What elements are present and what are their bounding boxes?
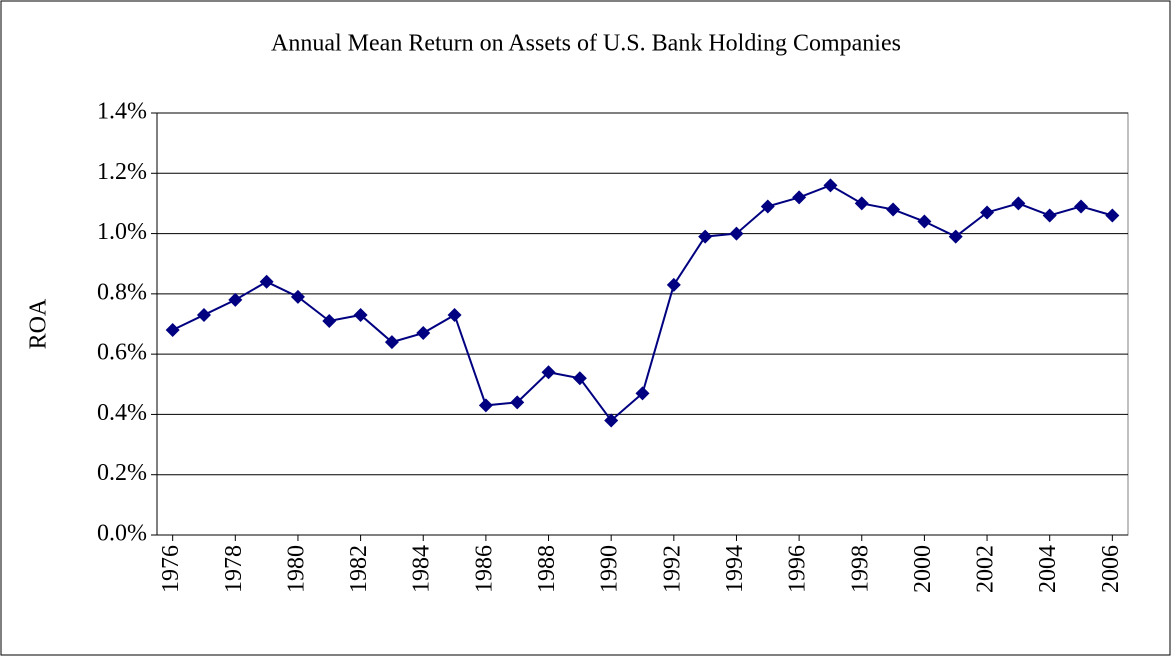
data-point — [1074, 199, 1089, 214]
x-tick-label: 1976 — [158, 545, 184, 593]
data-point — [259, 274, 274, 289]
data-point — [510, 395, 525, 410]
data-point — [478, 398, 493, 413]
x-tick-label: 2000 — [910, 545, 936, 593]
x-tick-label: 2006 — [1098, 545, 1124, 593]
data-point — [666, 277, 681, 292]
data-point — [823, 178, 838, 193]
data-point — [980, 205, 995, 220]
x-tick-label: 1984 — [409, 545, 435, 593]
x-tick-label: 1992 — [659, 545, 685, 593]
x-tick-label: 2002 — [973, 545, 999, 593]
data-point — [353, 307, 368, 322]
x-tick-label: 1990 — [597, 545, 623, 593]
data-point — [792, 190, 807, 205]
data-point — [886, 202, 901, 217]
y-tick-label: 0.4% — [97, 400, 147, 426]
data-point — [948, 229, 963, 244]
data-point — [165, 323, 180, 338]
data-point — [1011, 196, 1026, 211]
data-point — [447, 307, 462, 322]
data-point — [228, 292, 243, 307]
chart-title: Annual Mean Return on Assets of U.S. Ban… — [271, 31, 901, 57]
data-point — [322, 313, 337, 328]
plot-area — [156, 112, 1129, 536]
data-point — [541, 365, 556, 380]
data-point — [384, 335, 399, 350]
data-point — [917, 214, 932, 229]
y-tick-label: 1.4% — [97, 99, 147, 125]
y-tick-label: 1.2% — [97, 159, 147, 185]
x-tick-label: 2004 — [1035, 545, 1061, 593]
y-tick-label: 0.2% — [97, 460, 147, 486]
x-tick-label: 1996 — [785, 545, 811, 593]
data-point — [854, 196, 869, 211]
y-tick-label: 0.6% — [97, 340, 147, 366]
data-point — [729, 226, 744, 241]
data-point — [290, 289, 305, 304]
y-tick-label: 0.0% — [97, 521, 147, 547]
data-point — [604, 413, 619, 428]
data-point — [760, 199, 775, 214]
x-tick-label: 1986 — [471, 545, 497, 593]
data-point — [698, 229, 713, 244]
x-tick-label: 1998 — [847, 545, 873, 593]
data-point — [416, 326, 431, 341]
y-tick-label: 0.8% — [97, 279, 147, 305]
x-tick-label: 1982 — [346, 545, 372, 593]
data-point — [1042, 208, 1057, 223]
y-axis-label: ROA — [26, 298, 52, 349]
x-tick-label: 1994 — [722, 545, 748, 593]
x-tick-label: 1988 — [534, 545, 560, 593]
y-tick-label: 1.0% — [97, 219, 147, 245]
data-point — [1105, 208, 1120, 223]
data-point — [196, 307, 211, 322]
x-tick-label: 1978 — [221, 545, 247, 593]
data-point — [635, 386, 650, 401]
x-tick-label: 1980 — [283, 545, 309, 593]
data-point — [572, 371, 587, 386]
